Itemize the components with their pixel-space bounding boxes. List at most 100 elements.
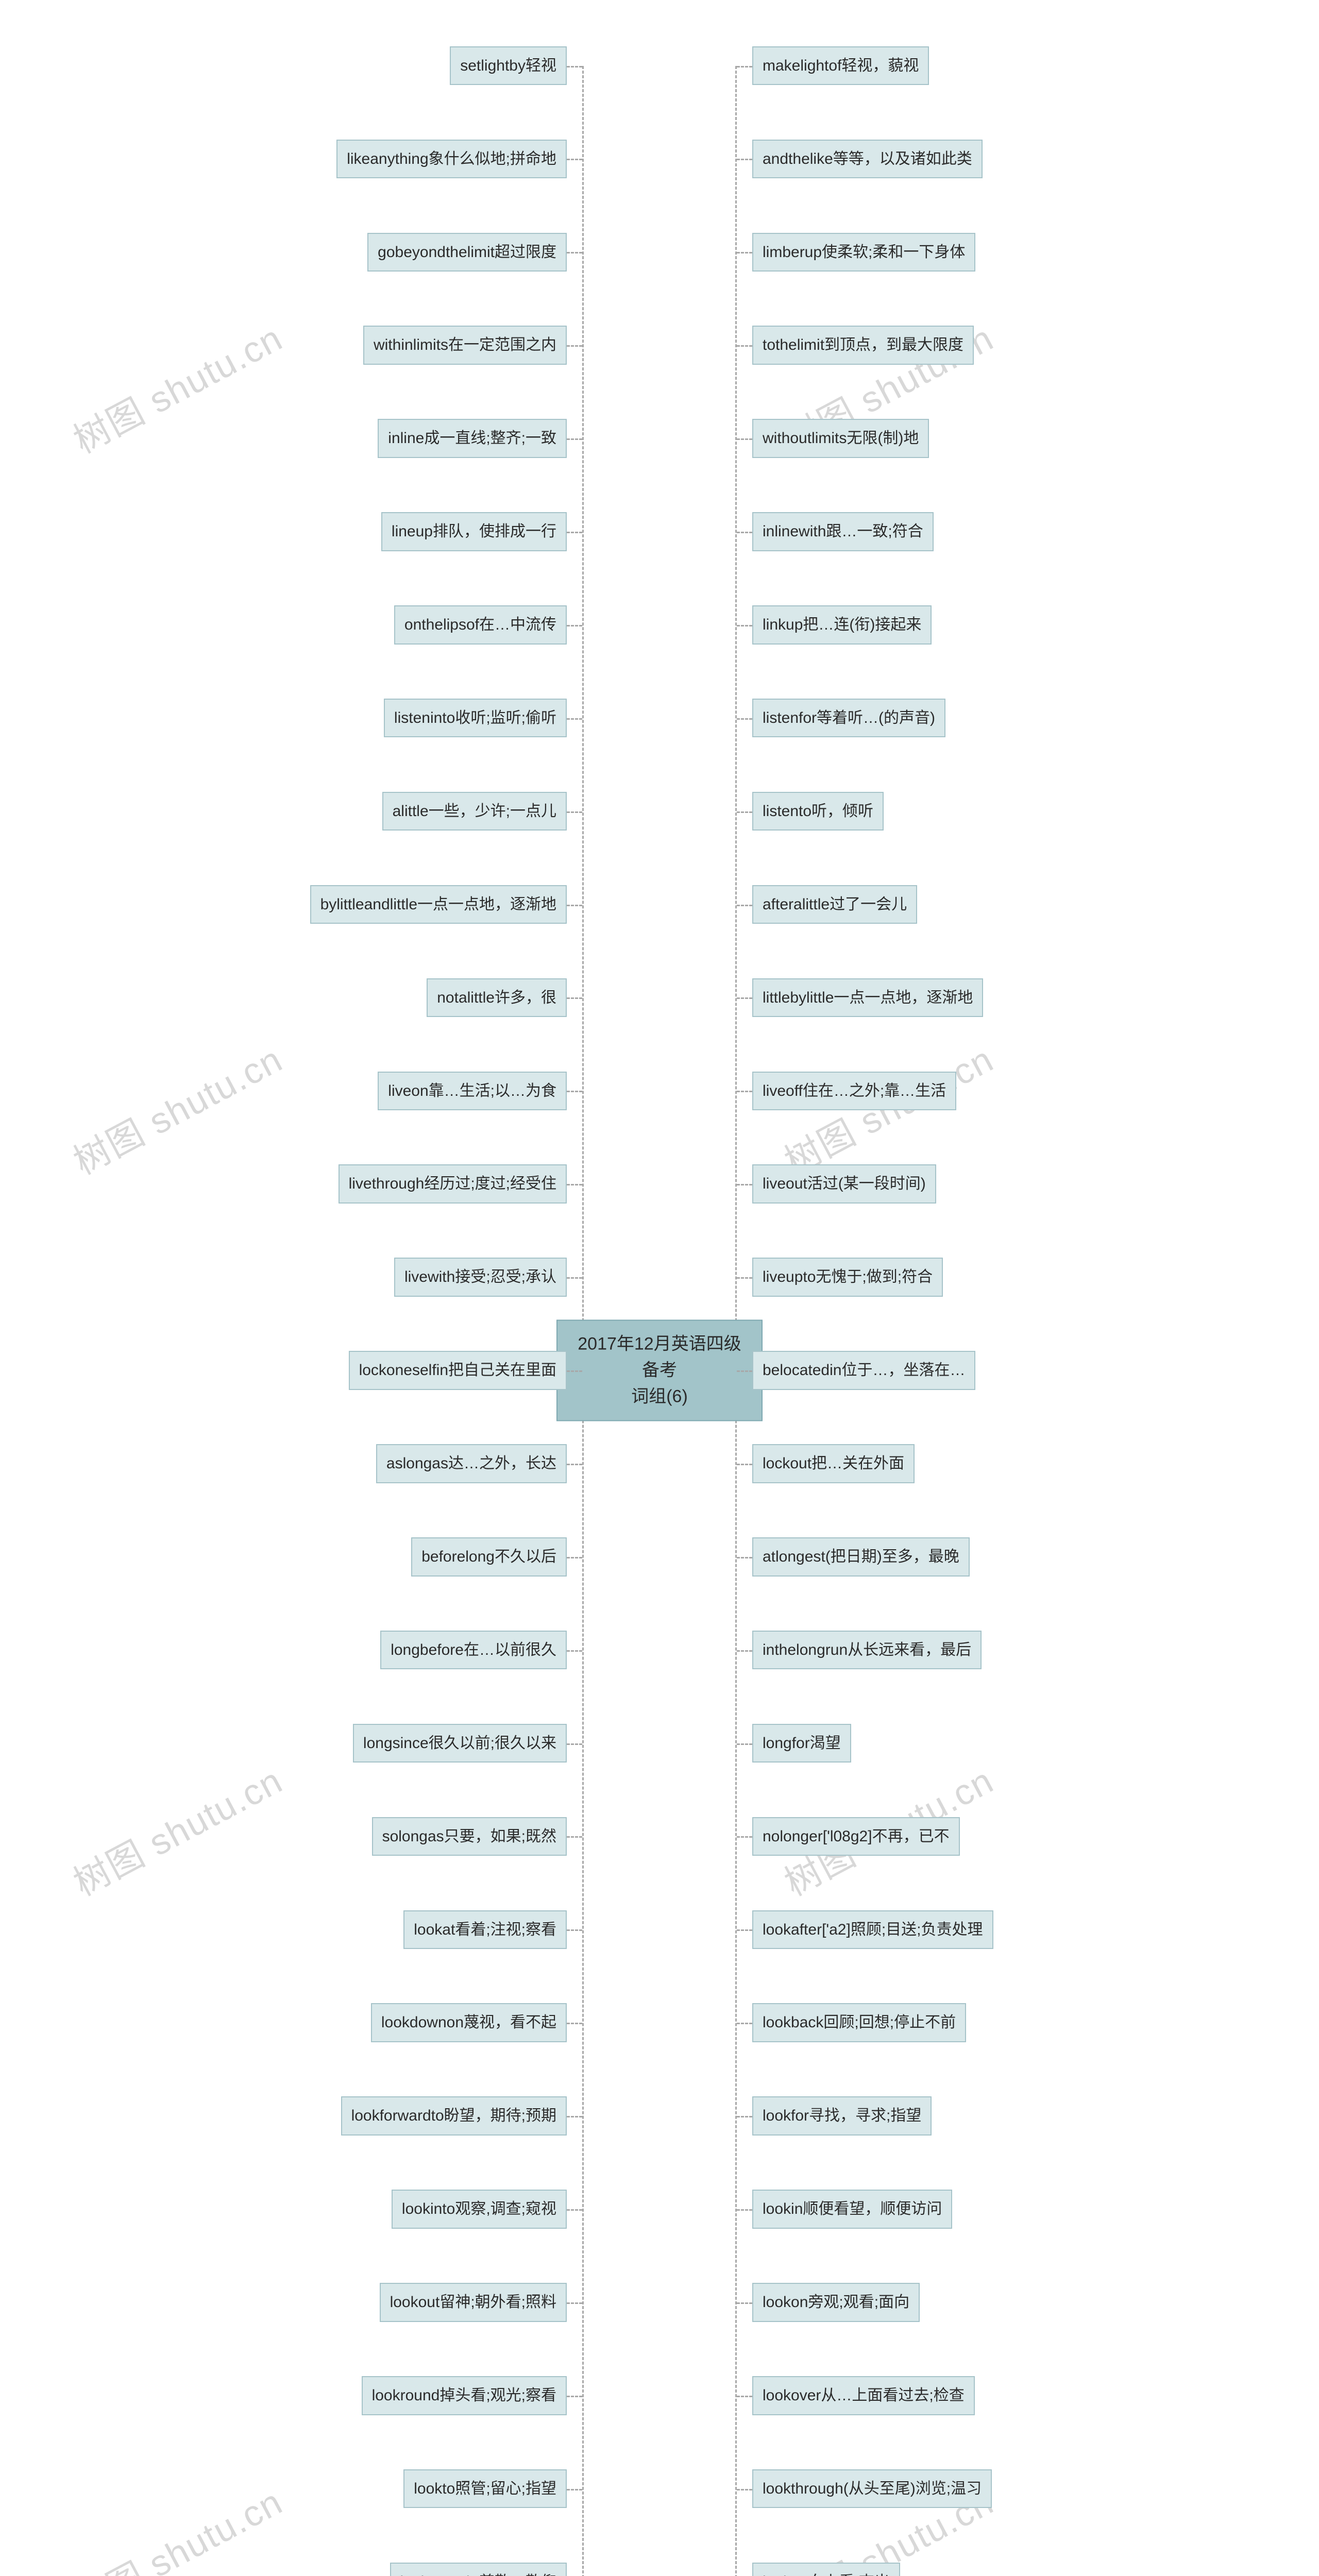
connector [567, 2489, 582, 2490]
branch-row: listenfor等着听…(的声音) [752, 678, 1242, 758]
leaf-node: inline成一直线;整齐;一致 [378, 419, 567, 458]
branch-row: inline成一直线;整齐;一致 [77, 399, 567, 479]
connector [567, 718, 582, 720]
leaf-node: listento听，倾听 [752, 792, 884, 831]
connector [567, 1184, 582, 1185]
branch-row: lookuptosb.尊敬，敬仰 [77, 2542, 567, 2576]
connector [567, 997, 582, 999]
connector [567, 625, 582, 626]
branch-row: lookfor寻找，寻求;指望 [752, 2076, 1242, 2156]
leaf-node: andthelike等等，以及诸如此类 [752, 140, 983, 179]
left-branch: setlightby轻视likeanything象什么似地;拼命地gobeyon… [77, 26, 567, 2576]
connector [567, 1370, 582, 1372]
leaf-node: lookinto观察,调查;窥视 [392, 2190, 567, 2229]
branch-row: makelightof轻视，藐视 [752, 26, 1242, 106]
connector [567, 811, 582, 813]
leaf-node: liveupto无愧于;做到;符合 [752, 1258, 943, 1297]
branch-row: lookafter['a2]照顾;目送;负责处理 [752, 1890, 1242, 1970]
leaf-node: lineup排队，使排成一行 [381, 512, 567, 551]
branch-row: lookon旁观;观看;面向 [752, 2262, 1242, 2342]
connector [567, 905, 582, 906]
leaf-node: longfor渴望 [752, 1724, 851, 1763]
branch-row: aslongas达…之外，长达 [77, 1423, 567, 1503]
leaf-node: listeninto收听;监听;偷听 [384, 699, 567, 738]
leaf-node: longbefore在…以前很久 [380, 1631, 567, 1670]
connector [737, 2489, 752, 2490]
leaf-node: notalittle许多，很 [427, 978, 567, 1018]
connector [567, 2302, 582, 2304]
connector [737, 905, 752, 906]
branch-row: lineup排队，使排成一行 [77, 492, 567, 571]
branch-row: alittle一些，少许;一点儿 [77, 771, 567, 851]
branch-row: beforelong不久以后 [77, 1517, 567, 1597]
branch-row: lookthrough(从头至尾)浏览;温习 [752, 2449, 1242, 2529]
connector [737, 1557, 752, 1558]
connector [737, 718, 752, 720]
leaf-node: lookafter['a2]照顾;目送;负责处理 [752, 1910, 993, 1950]
branch-row: liveon靠…生活;以…为食 [77, 1051, 567, 1131]
branch-row: inthelongrun从长远来看，最后 [752, 1610, 1242, 1690]
leaf-node: makelightof轻视，藐视 [752, 46, 929, 86]
branch-row: afteralittle过了一会儿 [752, 865, 1242, 944]
branch-row: inlinewith跟…一致;符合 [752, 492, 1242, 571]
leaf-node: nolonger['l08g2]不再，已不 [752, 1817, 960, 1856]
branch-row: longfor渴望 [752, 1703, 1242, 1783]
connector [567, 438, 582, 440]
connector [737, 1370, 752, 1372]
connector [737, 625, 752, 626]
connector [567, 1091, 582, 1092]
connector [567, 1743, 582, 1745]
branch-row: livewith接受;忍受;承认 [77, 1238, 567, 1317]
branch-row: notalittle许多，很 [77, 958, 567, 1038]
leaf-node: listenfor等着听…(的声音) [752, 699, 945, 738]
leaf-node: afteralittle过了一会儿 [752, 885, 917, 924]
branch-row: lookdownon蔑视，看不起 [77, 1983, 567, 2063]
leaf-node: alittle一些，少许;一点儿 [382, 792, 567, 831]
connector [737, 1091, 752, 1092]
branch-row: lookto照管;留心;指望 [77, 2449, 567, 2529]
connector [737, 1836, 752, 1838]
connector [567, 1836, 582, 1838]
connector [567, 159, 582, 160]
root-title-l2: 词组(6) [631, 1387, 688, 1406]
branch-row: lookback回顾;回想;停止不前 [752, 1983, 1242, 2063]
branch-row: lookout留神;朝外看;照料 [77, 2262, 567, 2342]
branch-row: lookinto观察,调查;窥视 [77, 2169, 567, 2249]
branch-row: setlightby轻视 [77, 26, 567, 106]
leaf-node: lookdownon蔑视，看不起 [371, 2003, 567, 2042]
root-node: 2017年12月英语四级备考 词组(6) [556, 1320, 763, 1421]
branch-row: tothelimit到顶点，到最大限度 [752, 306, 1242, 385]
leaf-node: withinlimits在一定范围之内 [363, 326, 567, 365]
branch-row: lookat看着;注视;察看 [77, 1890, 567, 1970]
leaf-node: lookround掉头看;观光;察看 [362, 2376, 567, 2415]
leaf-node: solongas只要，如果;既然 [372, 1817, 567, 1856]
branch-row: solongas只要，如果;既然 [77, 1797, 567, 1876]
leaf-node: tothelimit到顶点，到最大限度 [752, 326, 974, 365]
connector [567, 1650, 582, 1652]
leaf-node: linkup把…连(衔)接起来 [752, 605, 932, 645]
leaf-node: lookuptosb.尊敬，敬仰 [390, 2563, 567, 2576]
leaf-node: setlightby轻视 [450, 46, 567, 86]
leaf-node: lookout留神;朝外看;照料 [380, 2283, 567, 2322]
leaf-node: lookforwardto盼望，期待;预期 [341, 2096, 567, 2136]
leaf-node: lookto照管;留心;指望 [403, 2469, 567, 2509]
branch-row: littlebylittle一点一点地，逐渐地 [752, 958, 1242, 1038]
connector [567, 2396, 582, 2397]
branch-row: withoutlimits无限(制)地 [752, 399, 1242, 479]
leaf-node: limberup使柔软;柔和一下身体 [752, 233, 975, 272]
leaf-node: liveon靠…生活;以…为食 [378, 1072, 567, 1111]
branch-row: onthelipsof在…中流传 [77, 585, 567, 665]
leaf-node: littlebylittle一点一点地，逐渐地 [752, 978, 983, 1018]
leaf-node: likeanything象什么似地;拼命地 [336, 140, 567, 179]
leaf-node: liveoff住在…之外;靠…生活 [752, 1072, 956, 1111]
mindmap-canvas: 2017年12月英语四级备考 词组(6) setlightby轻视 likeany… [0, 0, 1319, 2576]
leaf-node: atlongest(把日期)至多，最晚 [752, 1537, 970, 1577]
branch-row: lookforwardto盼望，期待;预期 [77, 2076, 567, 2156]
branch-row: linkup把…连(衔)接起来 [752, 585, 1242, 665]
connector [737, 2116, 752, 2117]
leaf-node: lookin顺便看望，顺便访问 [752, 2190, 952, 2229]
connector [567, 532, 582, 533]
connector [737, 997, 752, 999]
leaf-node: lookon旁观;观看;面向 [752, 2283, 920, 2322]
branch-row: lockout把…关在外面 [752, 1423, 1242, 1503]
